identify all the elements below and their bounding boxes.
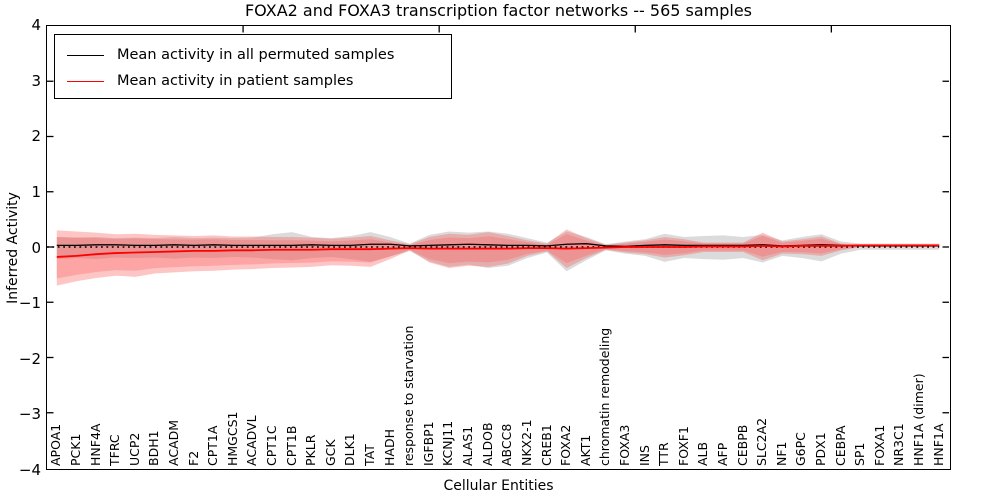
x-tick-label: F2 xyxy=(185,450,201,466)
y-tick-label: 3 xyxy=(31,71,41,90)
y-tick-label: 4 xyxy=(31,16,41,34)
x-tick-label: NR3C1 xyxy=(891,423,907,466)
x-tick-label: FOXF1 xyxy=(675,426,691,466)
x-tick-label: HNF1A xyxy=(930,423,946,466)
x-tick-label: CEBPA xyxy=(832,425,848,467)
x-tick-label: PDX1 xyxy=(813,432,829,466)
x-tick-label: TTR xyxy=(656,442,672,466)
x-tick-label: FOXA3 xyxy=(616,424,632,466)
x-tick-label: SP1 xyxy=(852,442,868,466)
x-tick-label: ALAS1 xyxy=(460,425,476,466)
y-tick-label: −4 xyxy=(18,461,41,479)
patient-band-outer xyxy=(56,229,940,286)
x-tick-label: AFP xyxy=(715,442,730,466)
y-tick-label: −1 xyxy=(18,294,41,313)
x-tick-label: ALB xyxy=(695,441,711,466)
x-tick-label: CPT1A xyxy=(205,425,221,466)
x-tick-label: DLK1 xyxy=(342,433,358,466)
x-tick-label: CEBPB xyxy=(734,424,750,466)
x-tick-label: HNF1A (dimer) xyxy=(911,373,927,466)
x-tick-label: chromatin remodeling xyxy=(597,327,613,466)
legend-item-patient: Mean activity in patient samples xyxy=(67,68,451,94)
x-tick-label: G6PC xyxy=(793,432,809,466)
x-tick-label: TFRC xyxy=(107,434,123,466)
x-axis-label: Cellular Entities xyxy=(443,478,554,494)
x-tick-label: PCK1 xyxy=(67,433,83,466)
legend-label-patient: Mean activity in patient samples xyxy=(117,73,354,89)
x-tick-label: FOXA2 xyxy=(558,424,574,466)
x-tick-label: PKLR xyxy=(303,434,319,466)
x-tick-label: GCK xyxy=(322,439,338,466)
x-tick-label: CREB1 xyxy=(538,424,554,466)
plot-canvas xyxy=(47,26,949,414)
legend: Mean activity in all permuted samples Me… xyxy=(54,34,452,99)
x-tick-label: IGFBP1 xyxy=(420,421,436,466)
x-tick-label: TAT xyxy=(362,444,378,466)
legend-line-swatch-red xyxy=(67,80,104,82)
x-tick-label: INS xyxy=(636,445,652,466)
x-tick-label: FOXA1 xyxy=(871,424,887,466)
chart-title: FOXA2 and FOXA3 transcription factor net… xyxy=(244,1,753,20)
y-tick-label: 1 xyxy=(31,182,41,201)
y-tick-label: 2 xyxy=(31,127,41,146)
x-tick-label: UCP2 xyxy=(126,432,142,466)
patient-mean-line xyxy=(56,244,940,258)
x-tick-label: ABCC8 xyxy=(499,423,515,466)
x-tick-label: NF1 xyxy=(773,441,789,467)
x-tick-label: NKX2-1 xyxy=(518,419,534,466)
y-tick-label: −3 xyxy=(18,405,41,424)
x-tick-label: CPT1C xyxy=(264,425,279,466)
x-tick-label: ACADM xyxy=(165,419,181,466)
x-tick-label: KCNJ11 xyxy=(440,420,456,466)
x-tick-label: HMGCS1 xyxy=(224,411,240,467)
x-tick-label: SLC2A2 xyxy=(754,417,770,466)
legend-item-permuted: Mean activity in all permuted samples xyxy=(67,42,451,68)
x-tick-label: HADH xyxy=(381,429,397,466)
legend-label-permuted: Mean activity in all permuted samples xyxy=(117,47,395,63)
x-tick-label: ACADVL xyxy=(244,415,260,466)
x-tick-label: response to starvation xyxy=(401,325,417,467)
x-tick-label: BDH1 xyxy=(146,430,162,466)
x-tick-label: ALDOB xyxy=(479,422,495,466)
y-tick-label: 0 xyxy=(31,238,41,257)
x-tick-label: AKT1 xyxy=(577,434,593,466)
plot-area: Mean activity in all permuted samples Me… xyxy=(46,25,951,470)
y-tick-label: −2 xyxy=(18,349,41,368)
legend-line-swatch-black xyxy=(67,54,104,56)
x-tick-label: CPT1B xyxy=(283,425,299,466)
x-tick-label: HNF4A xyxy=(87,423,103,466)
x-tick-label: APOA1 xyxy=(48,423,64,466)
permuted-band xyxy=(56,231,940,272)
